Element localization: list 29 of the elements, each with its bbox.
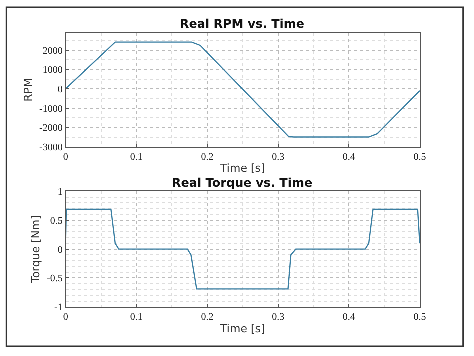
x-axis-title: Time [s] [220,322,266,336]
chart-title: Real RPM vs. Time [180,17,305,31]
y-tick-label: -1000 [40,104,63,115]
x-tick-label: 0.2 [201,312,214,324]
y-tick-label: 2000 [42,46,63,57]
x-tick-label: 0.5 [414,312,426,324]
y-tick-label: -3000 [40,142,63,154]
x-tick-label: 0.2 [201,152,214,163]
x-tick-label: 0.3 [272,312,285,324]
x-tick-label: 0.1 [130,152,143,163]
x-tick-label: 0.4 [342,152,356,163]
y-tick-label: 0 [58,244,63,256]
y-tick-label: -1 [54,302,63,314]
line-series [66,42,420,138]
y-tick-label: 1000 [42,65,63,76]
y-axis-title: Torque [Nm] [30,215,43,284]
y-tick-label: 1 [58,187,63,198]
x-tick-label: 0.5 [414,152,426,163]
x-tick-label: 0.4 [342,312,356,324]
x-tick-label: 0.1 [130,312,143,324]
chart-title: Real Torque vs. Time [172,176,313,190]
y-axis-title: RPM [22,78,36,102]
y-tick-label: -2000 [40,123,63,134]
y-tick-label: -0.5 [47,274,63,285]
x-axis-title: Time [s] [220,162,266,176]
line-series [66,208,420,290]
y-tick-label: 0 [58,84,63,96]
y-tick-label: 0.5 [50,216,63,227]
x-tick-label: 0.3 [272,152,285,163]
